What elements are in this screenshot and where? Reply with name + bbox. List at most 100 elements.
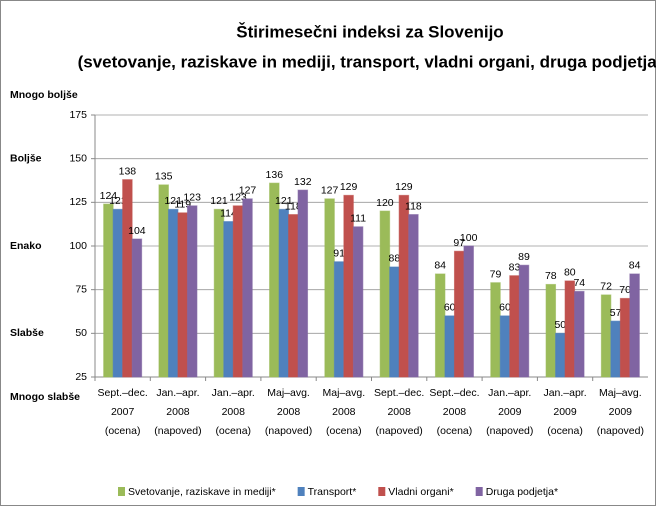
data-label: 80 [564,267,576,279]
bar [555,332,566,378]
x-tick-label: Maj–avg. [599,387,642,399]
data-label: 124 [100,190,118,202]
data-label: 72 [600,281,612,293]
x-tick-label: (napoved) [265,425,312,437]
x-tick-label: 2008 [166,406,190,418]
bar [213,208,225,378]
data-label: 138 [119,165,137,177]
bar [545,283,557,378]
y-tick-label: 125 [69,196,87,208]
y-tick-label: 150 [69,152,87,164]
x-tick-label: (ocena) [547,425,583,437]
bar [610,320,621,378]
bar [564,280,576,378]
y-side-label: Boljše [10,152,42,164]
data-label: 74 [573,277,585,289]
data-label: 121 [164,195,182,207]
x-tick-label: Jan.–apr. [156,387,199,399]
x-tick-label: 2008 [277,406,301,418]
bar [158,184,169,378]
bar [122,179,133,378]
data-label: 123 [183,192,201,204]
bar [574,290,585,378]
bar [389,266,400,378]
x-tick-label: Maj–avg. [267,387,310,399]
x-tick-label: 2008 [443,406,467,418]
x-tick-label: 2009 [609,406,633,418]
data-label: 129 [395,181,413,193]
legend-swatch [297,487,305,496]
x-tick-label: (ocena) [326,425,362,437]
data-label: 111 [350,213,366,225]
data-label: 135 [155,171,173,183]
x-tick-label: Sept.–dec. [374,387,424,399]
x-tick-label: (napoved) [376,425,423,437]
x-tick-label: Jan.–apr. [488,387,531,399]
bar [509,275,520,378]
chart-subtitle: (svetovanje, raziskave in mediji, transp… [78,52,656,71]
data-label: 121 [275,195,293,207]
data-label: 70 [619,284,631,296]
y-bottom-label: Mnogo slabše [10,391,80,403]
bar [518,264,530,378]
bar [223,221,234,378]
bar [629,273,640,378]
data-label: 136 [266,169,284,181]
x-tick-label: 2009 [498,406,522,418]
data-label: 78 [545,270,557,282]
x-tick-label: Sept.–dec. [429,387,479,399]
y-tick-label: 100 [69,240,87,252]
x-tick-label: (ocena) [105,425,141,437]
data-label: 91 [333,248,345,260]
bar [453,250,465,378]
legend-swatch [475,487,483,496]
data-label: 50 [554,319,566,331]
bar [242,198,253,378]
data-label: 88 [389,253,401,265]
data-label: 127 [321,185,339,197]
data-label: 97 [453,237,465,249]
bar [379,210,391,378]
bar [232,205,244,378]
x-tick-label: 2008 [222,406,246,418]
x-tick-label: (ocena) [437,425,473,437]
data-label: 84 [629,260,641,272]
bar [324,198,335,378]
bar [398,194,410,378]
y-side-label: Enako [10,240,42,252]
y-tick-label: 25 [75,371,87,383]
legend-label: Svetovanje, raziskave in mediji* [128,486,276,498]
bar [177,212,188,378]
x-tick-label: 2008 [332,406,356,418]
bar [278,208,290,378]
bar [333,261,345,378]
data-label: 79 [490,268,502,280]
data-label: 132 [294,176,312,188]
x-tick-label: 2008 [387,406,411,418]
y-tick-label: 50 [75,327,87,339]
y-top-label: Mnogo boljše [10,89,78,101]
x-tick-label: (napoved) [597,425,644,437]
chart-title: Štirimesečni indeksi za Slovenijo [236,22,503,41]
x-tick-label: 2007 [111,406,135,418]
bar [490,282,501,378]
bar [352,226,364,378]
bar [619,297,631,378]
legend-swatch [378,487,386,496]
bar [444,315,455,378]
bar [112,208,124,378]
legend-label: Vladni organi* [388,486,453,498]
bar [463,245,474,378]
bar [434,273,446,378]
bar [103,203,114,378]
y-tick-label: 75 [75,283,87,295]
bar [186,205,198,378]
legend-label: Druga podjetja* [486,486,558,498]
x-tick-label: Sept.–dec. [98,387,148,399]
legend-swatch [118,487,125,496]
x-tick-label: Jan.–apr. [212,387,255,399]
data-label: 89 [518,251,530,263]
y-side-label: Slabše [10,327,44,339]
data-label: 127 [239,185,257,197]
